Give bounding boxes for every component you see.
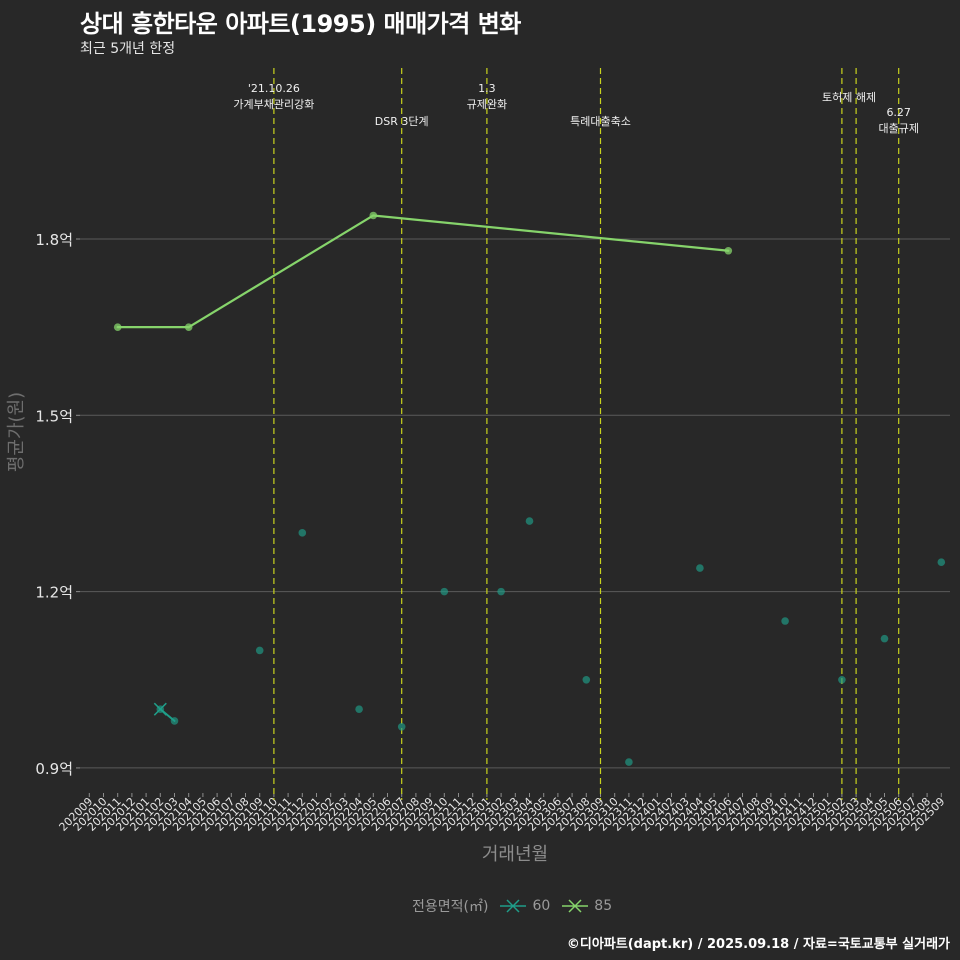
y-tick-label: 0.9억 — [35, 760, 73, 778]
data-point-60[interactable] — [525, 517, 534, 525]
chart-title: 상대 흥한타운 아파트(1995) 매매가격 변화 — [80, 10, 521, 38]
event-label: 가계부채관리강화 — [233, 98, 314, 111]
data-point-85[interactable] — [724, 246, 733, 255]
event-label: 6.27 — [886, 106, 911, 119]
series-85-segment — [187, 214, 375, 329]
data-series — [113, 211, 946, 766]
chart-subtitle: 최근 5개년 한정 — [80, 41, 176, 57]
event-label: 규제완화 — [467, 98, 507, 111]
y-axis-title: 평균가(원) — [6, 392, 27, 472]
event-label: 대출규제 — [878, 122, 918, 135]
policy-event-lines — [273, 68, 900, 800]
data-point-60[interactable] — [696, 564, 704, 572]
y-gridlines — [80, 238, 950, 769]
data-point-85[interactable] — [369, 211, 378, 220]
legend-title: 전용면적(㎡) — [412, 899, 489, 915]
data-point-60[interactable] — [937, 558, 946, 567]
legend-item-85: 85 — [562, 898, 612, 914]
event-label: DSR 3단계 — [375, 115, 429, 128]
legend-key-85-icon — [562, 899, 589, 913]
data-point-60[interactable] — [170, 717, 179, 725]
y-tick-label: 1.2억 — [35, 584, 73, 602]
data-point-60[interactable] — [497, 587, 505, 596]
data-point-60[interactable] — [440, 587, 449, 596]
data-point-60[interactable] — [582, 675, 591, 684]
legend-item-60: 60 — [500, 898, 550, 914]
legend-key-60-icon — [500, 899, 527, 913]
legend-label-60: 60 — [532, 898, 551, 914]
data-point-85[interactable] — [113, 323, 122, 331]
data-point-60[interactable] — [781, 617, 789, 625]
data-point-60[interactable] — [355, 705, 363, 713]
data-point-60[interactable] — [625, 758, 633, 766]
x-axis-title: 거래년월 — [482, 844, 548, 865]
series-85-segment — [372, 214, 730, 252]
event-label: 1.3 — [478, 82, 496, 95]
x-axis: 2020092020102020112020122021012021022021… — [57, 793, 947, 834]
y-tick-label: 1.5억 — [35, 407, 73, 425]
event-label: 특례대출축소 — [570, 115, 631, 128]
data-point-60[interactable] — [255, 646, 264, 655]
y-tick-label: 1.8억 — [35, 231, 73, 249]
data-point-60[interactable] — [397, 722, 406, 731]
legend: 전용면적(㎡) 60 85 — [412, 896, 612, 916]
y-axis: 0.9억 1.2억 1.5억 1.8억 — [35, 231, 80, 778]
legend-label-85: 85 — [594, 898, 613, 914]
event-label: '21.10.26 — [248, 82, 300, 95]
data-point-60[interactable] — [298, 529, 307, 537]
source-caption: ©디아파트(dapt.kr) / 2025.09.18 / 자료=국토교통부 실… — [566, 937, 950, 952]
event-label: 토허제 해제 — [822, 90, 876, 104]
data-point-60[interactable] — [880, 634, 889, 643]
data-point-60[interactable] — [838, 675, 846, 684]
data-point-85[interactable] — [184, 323, 193, 331]
